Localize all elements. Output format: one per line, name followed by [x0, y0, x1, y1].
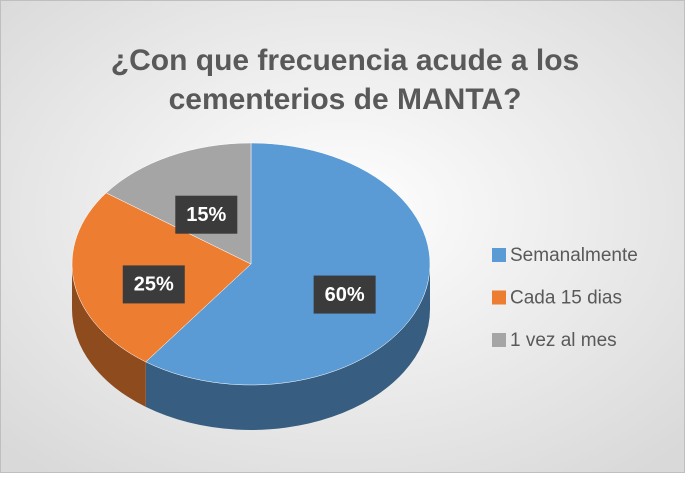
legend-label: 1 vez al mes [510, 330, 617, 351]
chart-title: cementerios de MANTA? [169, 83, 522, 116]
legend-label: Semanalmente [510, 245, 638, 266]
legend-swatch [492, 290, 506, 305]
data-label-box [122, 265, 185, 304]
data-label-box [175, 195, 238, 234]
pie-slice-side [72, 264, 146, 407]
legend-swatch [492, 248, 506, 262]
pie-slice-side [145, 264, 430, 430]
data-label-box [313, 275, 376, 314]
data-label: 25% [134, 274, 174, 296]
legend-label: Cada 15 dias [510, 288, 622, 309]
legend-swatch [492, 333, 506, 347]
pie-slice [145, 142, 431, 386]
data-label: 60% [325, 284, 365, 306]
data-label: 15% [186, 204, 226, 226]
chart-title: ¿Con que frecuencia acude a los [111, 44, 579, 77]
